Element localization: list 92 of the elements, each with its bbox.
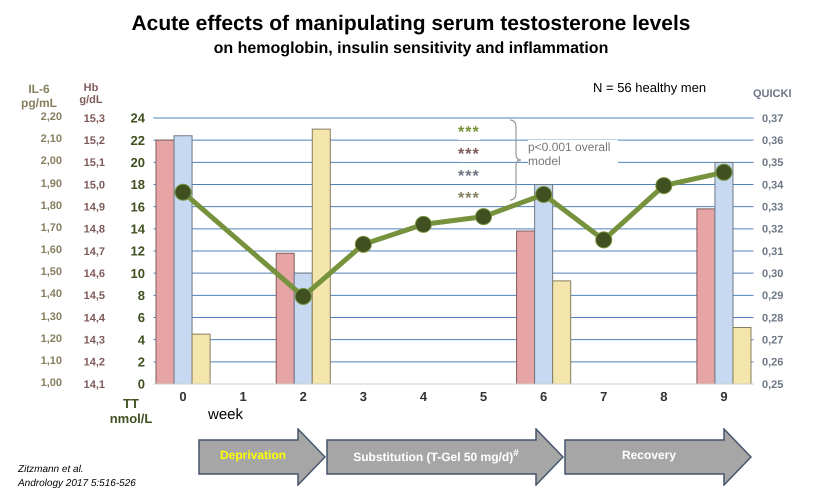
y3-tick-label: 14,5 — [84, 290, 105, 302]
y-tick-label: 10 — [130, 266, 145, 281]
point — [655, 177, 672, 194]
y3-tick-label: 14,7 — [84, 246, 105, 258]
x-tick-label: 0 — [179, 389, 187, 404]
y2-tick-label: 0,25 — [762, 378, 784, 391]
y2-tick-label: 0,34 — [762, 179, 784, 192]
bar — [192, 334, 211, 384]
x-tick-label: 1 — [240, 389, 247, 404]
text: 1,80 — [40, 200, 62, 212]
arrow-shape: Substitution (T-Gel 50 mg/d)$^{#}$ — [326, 428, 564, 486]
y-tick-label: 24 — [130, 110, 146, 126]
y2-tick-label: 0,33 — [762, 202, 784, 214]
y2-tick-label: 0,26 — [762, 356, 784, 369]
text: 1,90 — [40, 178, 62, 190]
annotation: *** — [458, 190, 480, 207]
text: 1,00 — [40, 377, 62, 389]
y-tick-label: 18 — [130, 177, 145, 192]
text: 2,00 — [40, 155, 62, 168]
x-tick-label: 6 — [540, 389, 548, 404]
bar — [732, 326, 752, 384]
text: 1,40 — [40, 288, 62, 300]
text: 2,20 — [40, 111, 62, 123]
text: 1,50 — [40, 266, 62, 278]
annotation: *** — [458, 146, 480, 163]
point — [174, 184, 192, 201]
bar — [312, 128, 331, 384]
y-tick-label: 4 — [138, 332, 146, 348]
point — [595, 231, 612, 248]
y-tick-label: 0 — [138, 376, 145, 392]
x-tick-label: 7 — [600, 389, 608, 404]
y3-tick-label: 15,1 — [84, 157, 105, 170]
y3-tick-label: 14,2 — [84, 356, 105, 369]
y-tick-label: 16 — [130, 199, 145, 214]
x-tick-label: 3 — [360, 389, 367, 404]
arrow-shape: Recovery — [564, 428, 752, 486]
y-tick-label: 20 — [130, 154, 145, 170]
text: 1,70 — [40, 222, 62, 234]
annotation: p<0.001 overall model — [528, 140, 618, 168]
y2-tick-label: 0,35 — [762, 157, 784, 170]
y3-tick-label: 14,3 — [84, 334, 105, 347]
y-tick-label: 12 — [130, 244, 145, 259]
point — [294, 288, 312, 305]
y3-tick-label: 14,4 — [84, 312, 106, 324]
arrow-shape: Deprivation — [198, 428, 326, 486]
text: 2,10 — [40, 133, 62, 146]
y-tick-label: 14 — [130, 221, 146, 236]
annotation: *** — [458, 168, 480, 185]
point — [354, 236, 372, 253]
y-tick-label: 8 — [138, 288, 145, 303]
chart-subtitle: on hemoglobin, insulin sensitivity and inflammation — [212, 40, 610, 58]
y3-tick-label: 14,8 — [84, 224, 105, 236]
y3-tick-label: 14,1 — [84, 378, 105, 391]
y-tick-label: 22 — [130, 132, 145, 148]
y2-tick-label: 0,37 — [762, 112, 784, 125]
annotation: *** — [458, 124, 480, 141]
text: N = 56 healthy men — [593, 80, 706, 95]
y3-axis-title: Hb g/dL — [78, 82, 104, 106]
text: Andrology 2017 5:516-526 — [18, 478, 136, 489]
point — [475, 208, 492, 226]
text: IL-6 pg/mL — [20, 82, 58, 110]
y3-tick-label: 14,9 — [84, 202, 105, 214]
y3-tick-label: 15,0 — [84, 179, 105, 192]
y2-tick-label: 0,29 — [762, 290, 784, 302]
y-tick-label: 6 — [138, 310, 145, 326]
x-tick-label: 8 — [660, 389, 668, 404]
x-tick-label: 9 — [720, 389, 728, 404]
point — [535, 186, 552, 203]
y2-axis-title: QUICKI — [753, 88, 792, 100]
text: 1,60 — [40, 244, 62, 256]
chart-title: Acute effects of manipulating serum testosterone levels — [130, 12, 692, 36]
y2-tick-label: 0,30 — [762, 268, 784, 280]
x-tick-label: 5 — [480, 389, 488, 404]
point — [715, 164, 732, 181]
text: 1,30 — [40, 310, 62, 322]
y3-tick-label: 15,3 — [84, 112, 105, 125]
x-tick-label: 4 — [420, 389, 428, 404]
point — [414, 216, 432, 233]
y3-tick-label: 15,2 — [84, 135, 105, 148]
y2-tick-label: 0,31 — [762, 246, 784, 258]
x-tick-label: 2 — [300, 389, 307, 404]
y2-tick-label: 0,28 — [762, 312, 784, 324]
y2-tick-label: 0,36 — [762, 135, 784, 148]
y-tick-label: 2 — [138, 354, 145, 370]
y3-tick-label: 14,6 — [84, 268, 105, 280]
text: 1,10 — [40, 354, 62, 367]
text: 1,20 — [40, 332, 62, 345]
y2-tick-label: 0,27 — [762, 334, 784, 347]
y-axis-title: TT nmol/L — [108, 396, 154, 426]
y2-tick-label: 0,32 — [762, 224, 784, 236]
x-axis-title: week — [208, 406, 244, 423]
text: Zitzmann et al. — [18, 464, 84, 475]
